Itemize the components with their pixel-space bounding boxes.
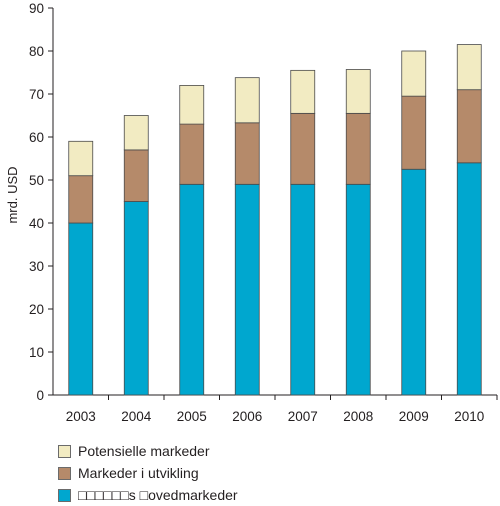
bar-segment-1-2008 <box>345 112 371 185</box>
bar-segment-1-2006 <box>234 122 260 185</box>
bar-segment-1-2009 <box>401 95 427 170</box>
bar-segment-0-2007 <box>290 183 316 396</box>
bar-segment-2-2005 <box>179 85 205 125</box>
bar-segment-1-2005 <box>179 123 205 185</box>
legend-swatch <box>58 466 71 480</box>
bar-segment-0-2006 <box>234 183 260 396</box>
x-tick-label: 2003 <box>66 409 96 424</box>
y-tick-label: 30 <box>29 259 44 274</box>
y-tick-label: 50 <box>29 173 44 188</box>
y-tick-label: 40 <box>29 216 44 231</box>
x-tick-label: 2009 <box>399 409 429 424</box>
legend-item-developing: Markeder i utvikling <box>58 462 238 484</box>
y-tick-label: 80 <box>29 44 44 59</box>
bar-segment-1-2003 <box>68 175 94 224</box>
legend-label: □□□□□□s □ovedmarkeder <box>78 487 238 503</box>
bar-segment-0-2004 <box>123 201 149 396</box>
y-tick-label: 70 <box>29 87 44 102</box>
bar-segment-0-2008 <box>345 183 371 396</box>
x-tick-label: 2007 <box>288 409 318 424</box>
bar-segment-0-2003 <box>68 222 94 396</box>
bar-segment-2-2010 <box>456 44 482 91</box>
y-tick-label: 90 <box>29 1 44 16</box>
ticks: 0 10 20 30 40 50 60 70 80 90 2003 2004 2005 2006 2007 2… <box>29 1 498 424</box>
bar-segment-1-2007 <box>290 112 316 185</box>
bar-segment-1-2010 <box>456 89 482 164</box>
x-tick-label: 2010 <box>454 409 484 424</box>
legend-item-main: □□□□□□s □ovedmarkeder <box>58 484 238 506</box>
bar-segment-2-2003 <box>68 140 94 177</box>
legend-swatch <box>58 444 71 458</box>
x-tick-label: 2005 <box>177 409 207 424</box>
y-tick-label: 0 <box>36 388 44 403</box>
bar-segment-2-2007 <box>290 69 316 114</box>
legend-label: Markeder i utvikling <box>78 465 199 481</box>
bar-segment-2-2009 <box>401 50 427 97</box>
y-tick-label: 60 <box>29 130 44 145</box>
legend-item-potential: Potensielle markeder <box>58 440 238 462</box>
legend: Potensielle markeder Markeder i utviklin… <box>58 440 238 506</box>
x-tick-label: 2004 <box>121 409 152 424</box>
bar-segment-2-2004 <box>123 115 149 151</box>
y-axis-label: mrd. USD <box>5 166 20 223</box>
bars <box>68 44 482 396</box>
y-tick-label: 20 <box>29 302 44 317</box>
bar-segment-2-2008 <box>345 69 371 114</box>
bar-segment-1-2004 <box>123 149 149 202</box>
x-tick-label: 2008 <box>343 409 373 424</box>
y-tick-label: 10 <box>29 345 44 360</box>
legend-swatch <box>58 488 71 502</box>
legend-label: Potensielle markeder <box>78 443 210 459</box>
axes <box>52 8 497 396</box>
bar-segment-0-2005 <box>179 183 205 396</box>
bar-segment-0-2010 <box>456 162 482 396</box>
bar-segment-0-2009 <box>401 168 427 396</box>
x-tick-label: 2006 <box>232 409 262 424</box>
bar-segment-2-2006 <box>234 77 260 124</box>
